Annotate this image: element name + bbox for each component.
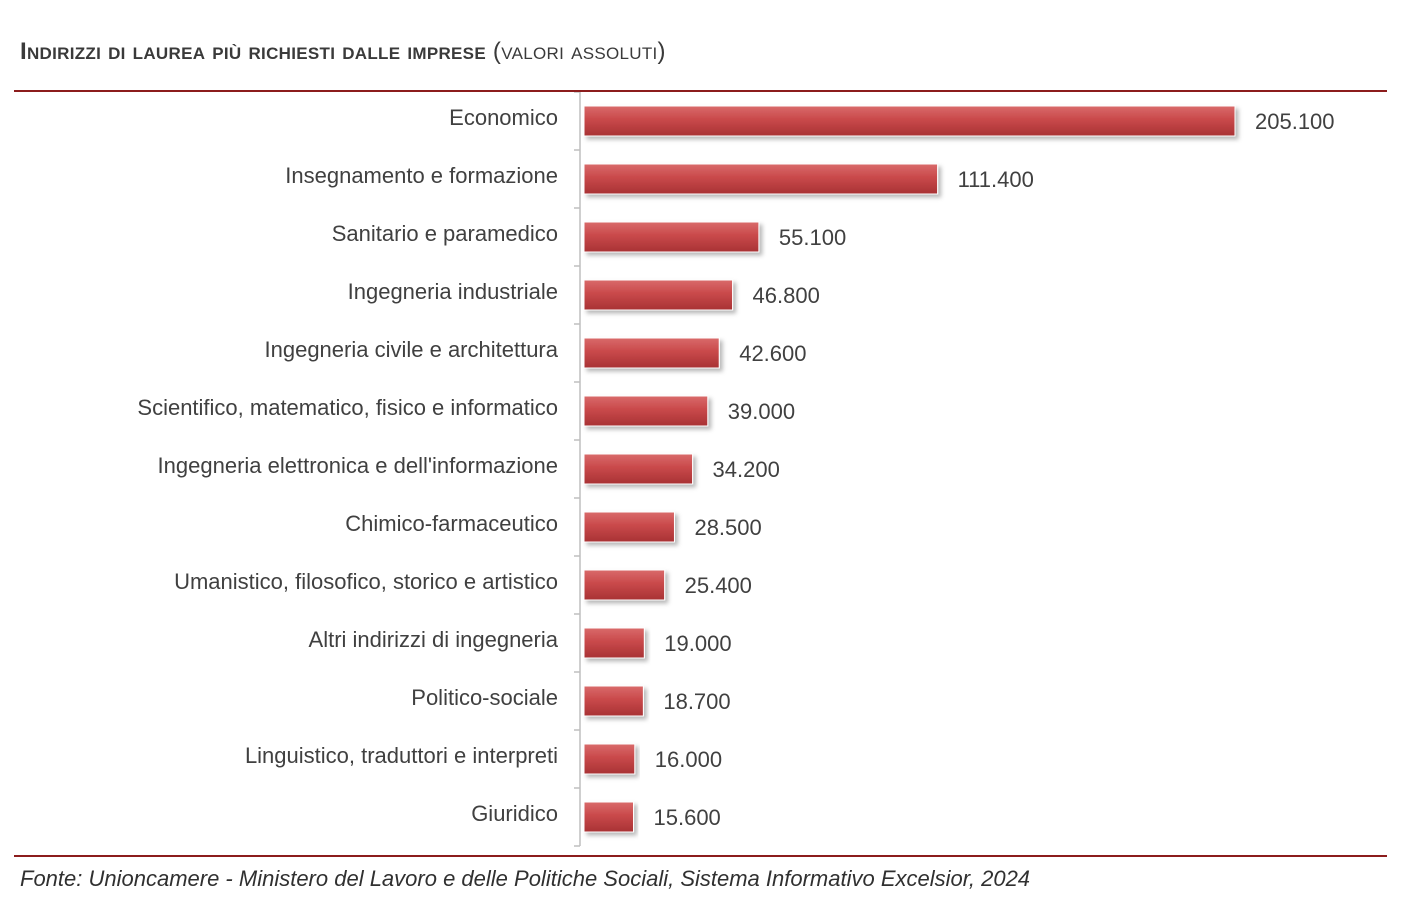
bar: [583, 801, 635, 833]
category-label: Ingegneria elettronica e dell'informazio…: [158, 453, 558, 478]
value-label: 34.200: [713, 457, 780, 482]
bar-chart: Economico Insegnamento e formazione Sanita…: [137, 92, 1335, 847]
value-label: 25.400: [685, 573, 752, 598]
value-label: 42.600: [739, 341, 806, 366]
bar: [583, 685, 644, 717]
category-label: Giuridico: [471, 801, 558, 826]
category-label: Ingegneria civile e architettura: [265, 337, 559, 362]
value-label: 111.400: [958, 167, 1034, 192]
top-divider: [14, 90, 1387, 92]
value-label: 28.500: [694, 515, 761, 540]
category-label: Politico-sociale: [411, 685, 558, 710]
bar: [583, 337, 720, 369]
value-label: 19.000: [664, 631, 731, 656]
value-label: 55.100: [779, 225, 846, 250]
category-label: Scientifico, matematico, fisico e inform…: [137, 395, 558, 420]
category-label: Ingegneria industriale: [348, 279, 558, 304]
value-label: 39.000: [728, 399, 795, 424]
category-label: Altri indirizzi di ingegneria: [309, 627, 559, 652]
chart-title-sub: (valori assoluti): [492, 38, 666, 65]
category-label: Linguistico, traduttori e interpreti: [245, 743, 558, 768]
value-label: 16.000: [655, 747, 722, 772]
chart-title-main: Indirizzi di laurea più richiesti dalle …: [20, 38, 486, 65]
bar: [583, 453, 694, 485]
value-label: 15.600: [654, 805, 721, 830]
bar: [583, 627, 645, 659]
bar: [583, 743, 636, 775]
bar: [583, 569, 666, 601]
category-label: Insegnamento e formazione: [285, 163, 558, 188]
bar: [583, 163, 939, 195]
category-label: Sanitario e paramedico: [332, 221, 558, 246]
category-label: Economico: [449, 105, 558, 130]
category-label: Chimico-farmaceutico: [345, 511, 558, 536]
bar: [583, 105, 1236, 137]
bar: [583, 221, 760, 253]
value-label: 18.700: [663, 689, 730, 714]
value-label: 205.100: [1255, 109, 1335, 134]
bar: [583, 279, 734, 311]
chart-title: Indirizzi di laurea più richiesti dalle …: [20, 38, 666, 66]
source-note: Fonte: Unioncamere - Ministero del Lavor…: [20, 866, 1031, 891]
value-label: 46.800: [753, 283, 820, 308]
bottom-divider: [14, 855, 1387, 857]
category-label: Umanistico, filosofico, storico e artist…: [174, 569, 558, 594]
bar: [583, 511, 675, 543]
bar: [583, 395, 709, 427]
